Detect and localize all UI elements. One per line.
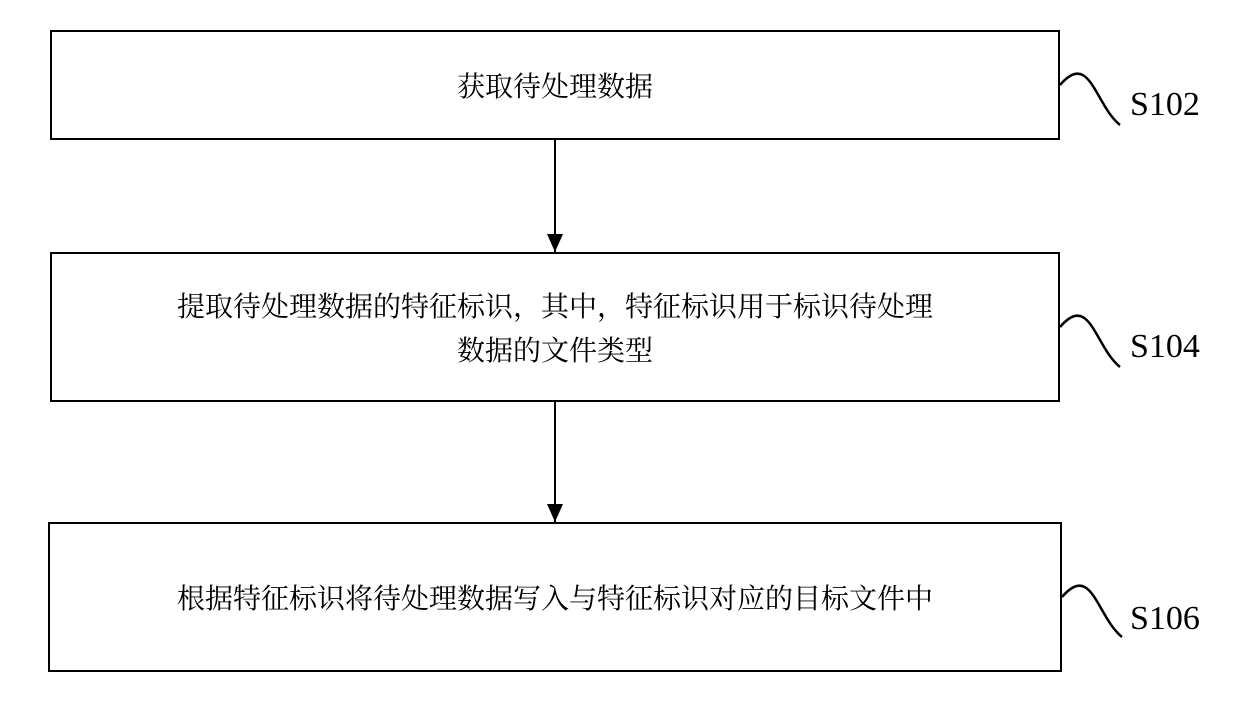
step-label-s104: S104 — [1130, 328, 1200, 366]
label-connector-s104 — [1060, 316, 1120, 367]
flow-node-text: 提取待处理数据的特征标识，其中，特征标识用于标识待处理 数据的文件类型 — [177, 283, 933, 371]
step-label-s102: S102 — [1130, 86, 1200, 124]
label-connector-s102 — [1060, 74, 1120, 125]
step-label-s106: S106 — [1130, 600, 1200, 638]
flow-node-s104: 提取待处理数据的特征标识，其中，特征标识用于标识待处理 数据的文件类型 — [50, 252, 1060, 402]
flow-node-s106: 根据特征标识将待处理数据写入与特征标识对应的目标文件中 — [48, 522, 1062, 672]
flow-node-text: 根据特征标识将待处理数据写入与特征标识对应的目标文件中 — [177, 575, 933, 619]
flow-node-text: 获取待处理数据 — [457, 63, 653, 107]
label-connector-s106 — [1062, 586, 1122, 637]
flow-node-s102: 获取待处理数据 — [50, 30, 1060, 140]
flowchart-canvas: 获取待处理数据提取待处理数据的特征标识，其中，特征标识用于标识待处理 数据的文件… — [0, 0, 1240, 717]
